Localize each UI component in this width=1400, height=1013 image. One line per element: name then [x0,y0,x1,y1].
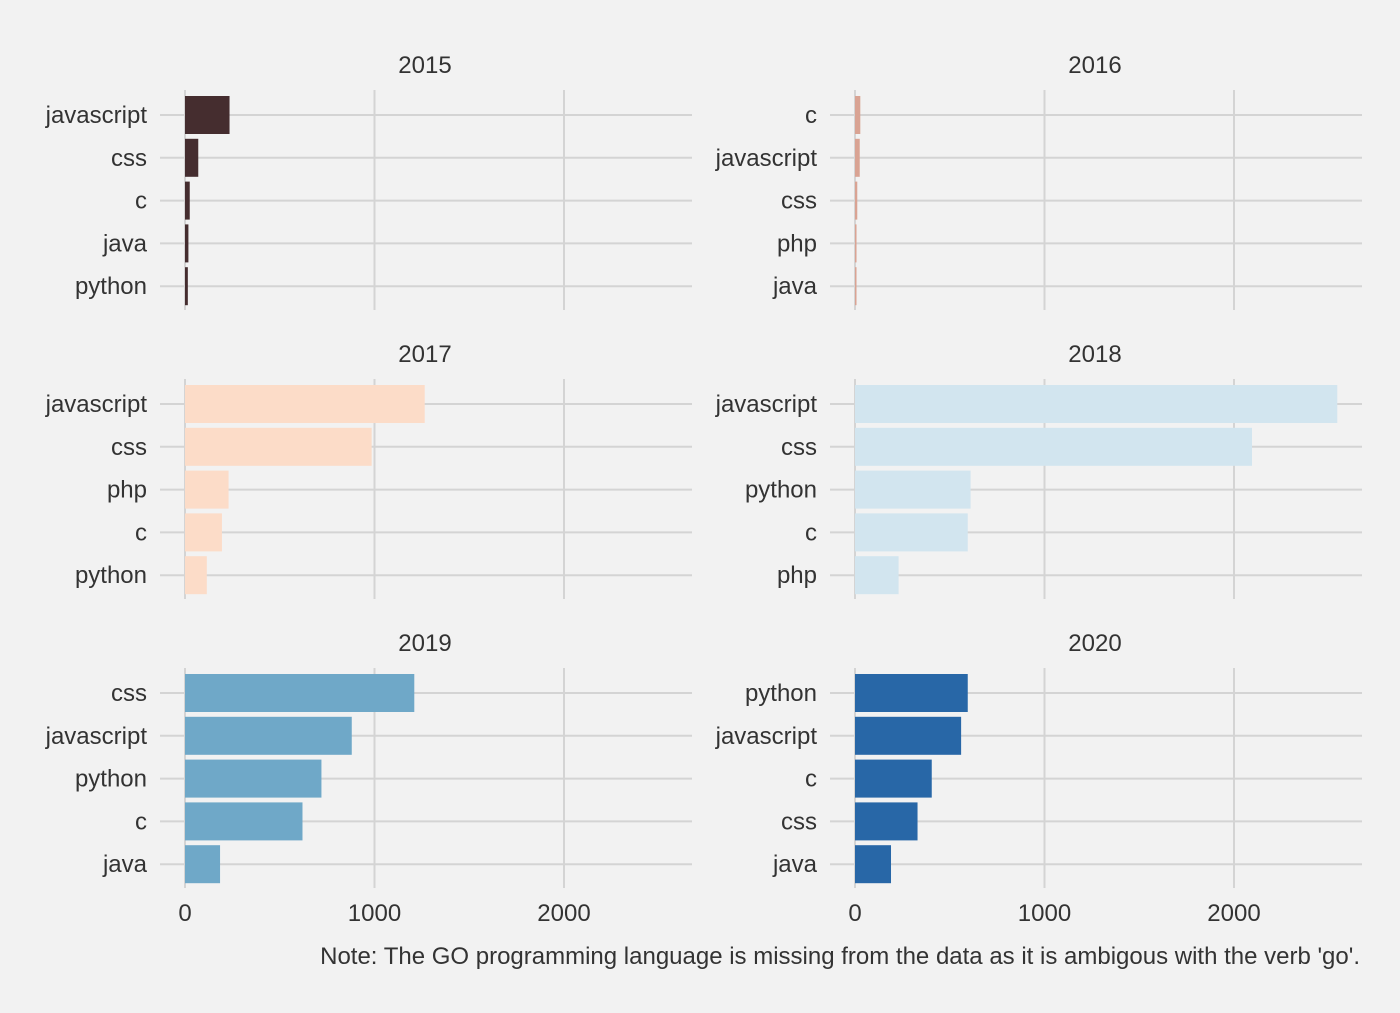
x-tick-label: 0 [178,900,191,927]
category-label: c [135,519,147,546]
x-tick-label: 0 [848,900,861,927]
category-label: javascript [715,145,818,172]
category-label: java [102,230,148,257]
panel-2015: 2015 javascript css c java python [45,52,692,310]
category-label: css [111,680,147,707]
category-label: python [75,273,147,300]
bar-c [185,181,190,220]
bar-javascript [855,138,860,177]
category-label: python [75,766,147,793]
category-label: c [805,766,817,793]
panel-2016: 2016 c javascript css php java [715,52,1362,310]
bar-javascript [185,385,425,423]
bar-css [185,138,199,177]
panel-title: 2019 [398,630,451,657]
panel-2020: 2020 python javascript c css java 0 1000 2000 [715,630,1362,927]
chart-caption: Note: The GO programming language is mis… [320,943,1360,970]
bar-php [855,556,899,595]
category-label: c [135,188,147,215]
panel-2017: 2017 javascript css php c python [45,341,692,599]
x-tick-label: 1000 [1018,900,1071,927]
bar-javascript [185,716,352,755]
category-label: python [75,562,147,589]
bar-java [855,267,857,306]
bar-css [855,802,918,841]
bar-java [185,224,189,263]
category-label: c [805,519,817,546]
category-label: javascript [45,102,148,129]
x-tick-label: 2000 [537,900,590,927]
bar-css [855,181,858,220]
panel-title: 2017 [398,341,451,368]
category-label: java [772,851,818,878]
category-label: java [772,273,818,300]
category-label: java [102,851,148,878]
category-label: css [781,808,817,835]
x-tick-label: 1000 [348,900,401,927]
bar-javascript [185,96,230,134]
category-label: css [781,434,817,461]
panel-title: 2020 [1068,630,1121,657]
category-label: php [777,562,817,589]
category-label: javascript [45,723,148,750]
bar-css [185,674,415,712]
category-label: php [107,477,147,504]
category-label: css [111,434,147,461]
category-label: css [111,145,147,172]
bar-c [185,513,222,552]
panel-title: 2018 [1068,341,1121,368]
bar-php [855,224,857,263]
bar-javascript [855,385,1338,423]
bar-python [855,674,968,712]
bar-python [185,267,188,306]
x-tick-label: 2000 [1207,900,1260,927]
category-label: c [805,102,817,129]
bar-javascript [855,716,962,755]
category-label: python [745,477,817,504]
category-label: javascript [715,391,818,418]
panel-title: 2016 [1068,52,1121,79]
panel-2019: 2019 css javascript python c java 0 1000 2000 [45,630,692,927]
bar-c [855,96,861,134]
category-label: php [777,230,817,257]
panel-title: 2015 [398,52,451,79]
bar-java [855,845,892,884]
bar-c [185,802,303,841]
category-label: c [135,808,147,835]
bar-python [185,556,207,595]
category-label: css [781,188,817,215]
bar-c [855,759,932,798]
bar-c [855,513,968,552]
bar-python [185,759,322,798]
bar-css [185,427,372,466]
bar-php [185,470,229,509]
category-label: javascript [45,391,148,418]
panel-2018: 2018 javascript css python c php [715,341,1362,599]
bar-css [855,427,1253,466]
bar-python [855,470,971,509]
bar-java [185,845,221,884]
category-label: javascript [715,723,818,750]
category-label: python [745,680,817,707]
